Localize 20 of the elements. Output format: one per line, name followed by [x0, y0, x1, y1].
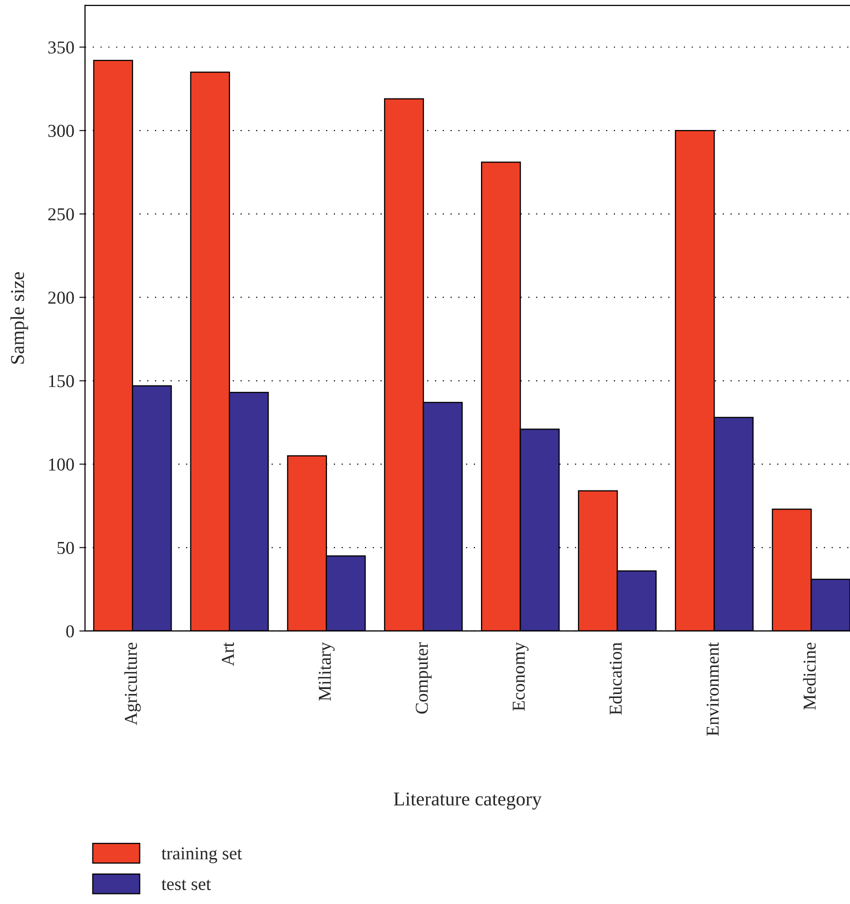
- x-axis-title: Literature category: [394, 792, 542, 810]
- y-tick-label: 50: [58, 542, 74, 554]
- y-axis-title: Sample size: [10, 272, 28, 364]
- x-tick-label: Computer: [416, 642, 432, 714]
- y-tick-label: 200: [48, 292, 74, 304]
- y-tick-label: 250: [48, 208, 74, 220]
- y-tick-label: 150: [49, 375, 74, 388]
- legend-label: training set: [162, 847, 242, 864]
- y-tick-label: 300: [48, 124, 74, 137]
- x-tick-label: Art: [222, 642, 234, 666]
- x-tick-label: Medicine: [803, 642, 816, 710]
- x-tick-label: Military: [318, 642, 335, 701]
- y-tick-label: 350: [48, 41, 74, 54]
- legend-label: test set: [162, 880, 211, 890]
- x-tick-label: Economy: [512, 642, 529, 711]
- x-tick-label: Environment: [706, 642, 719, 736]
- y-tick-label: 0: [66, 625, 74, 638]
- x-tick-label: Education: [609, 642, 622, 715]
- y-tick-label: 100: [49, 458, 74, 471]
- x-tick-label: Agriculture: [124, 642, 141, 726]
